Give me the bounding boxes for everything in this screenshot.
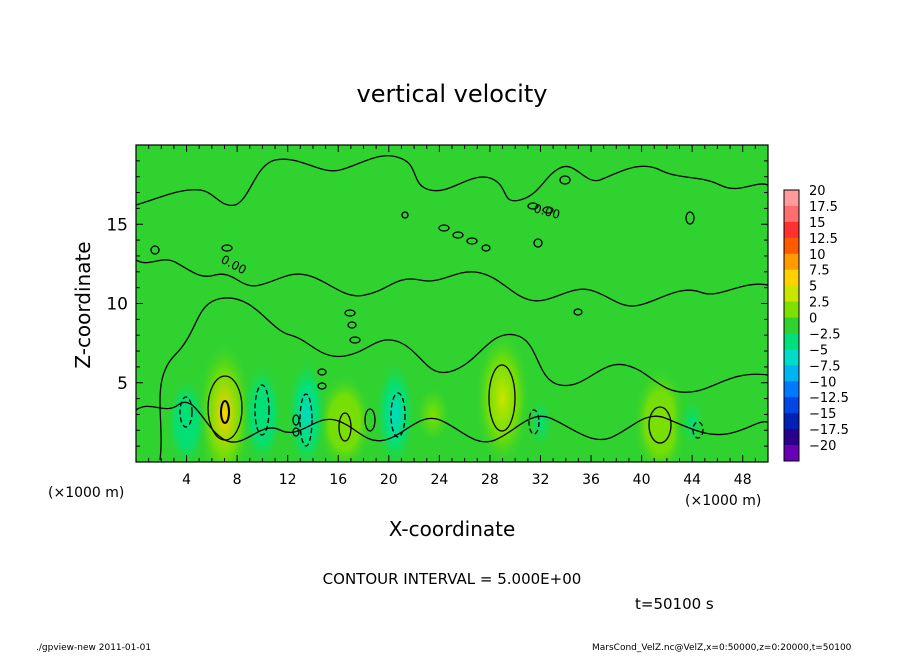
x-tick-label: 24 xyxy=(430,472,448,488)
y-axis-ticks: 5 10 15 xyxy=(106,160,768,447)
contour-small-cells xyxy=(150,175,695,437)
contour-updraft-1-inner xyxy=(220,400,230,424)
contour-interval-label: CONTOUR INTERVAL = 5.000E+00 xyxy=(323,570,582,588)
colorbar-swatch xyxy=(784,397,799,414)
contour-downdraft-6 xyxy=(692,421,704,439)
y-tick-label: 10 xyxy=(106,295,128,315)
updraft-cell xyxy=(474,329,531,462)
contour-lines xyxy=(136,155,768,461)
colorbar-label: 20 xyxy=(809,184,826,199)
colorbar-label: 15 xyxy=(809,216,826,231)
contour-zero-mid xyxy=(136,259,768,307)
contour-zero-upper xyxy=(136,155,768,206)
x-tick-label: 8 xyxy=(233,472,242,488)
colorbar-swatch xyxy=(784,269,799,287)
colorbar-label: 2.5 xyxy=(809,296,830,311)
downdraft-cell xyxy=(374,358,416,462)
contour-downdraft-4 xyxy=(390,392,406,438)
y-tick-label: 15 xyxy=(106,215,128,235)
downdraft-cell xyxy=(242,361,283,462)
colorbar-label: −12.5 xyxy=(809,391,849,406)
colorbar-swatch xyxy=(784,221,799,239)
x-unit-right: (×1000 m) xyxy=(685,493,761,509)
colorbar-swatch xyxy=(784,253,799,271)
x-axis-ticks: 4 8 12 16 20 24 28 32 36 40 44 48 xyxy=(148,145,756,488)
colorbar-swatch xyxy=(784,413,799,430)
y-axis-label: Z-coordinate xyxy=(71,241,95,368)
colorbar-label: −17.5 xyxy=(809,423,849,438)
downdraft-cell xyxy=(166,376,207,462)
x-axis-label: X-coordinate xyxy=(389,517,516,541)
x-tick-label: 32 xyxy=(532,472,550,488)
colorbar-label: 0 xyxy=(809,312,817,327)
contour-updraft-3 xyxy=(648,406,672,444)
colorbar-swatch xyxy=(784,333,799,350)
colorbar-swatch xyxy=(784,205,799,223)
colorbar-swatch xyxy=(784,317,799,334)
colorbar-label: 7.5 xyxy=(809,264,830,279)
colorbar-swatch xyxy=(784,445,799,462)
velocity-cells xyxy=(166,329,713,462)
contour-downdraft-2 xyxy=(254,384,270,436)
contour-updraft-4 xyxy=(338,412,352,442)
x-tick-label: 4 xyxy=(182,472,191,488)
colorbar-label: −7.5 xyxy=(809,359,841,374)
y-tick-label: 5 xyxy=(117,374,128,394)
downdraft-cell xyxy=(671,382,713,462)
colorbar-label: 12.5 xyxy=(809,232,838,247)
colorbar-label: −2.5 xyxy=(809,327,841,342)
x-tick-label: 28 xyxy=(481,472,499,488)
contour-updraft-1-outer xyxy=(207,375,243,441)
x-tick-label: 36 xyxy=(582,472,600,488)
contour-downdraft-3 xyxy=(299,393,313,447)
colorbar-label: −10 xyxy=(809,375,836,390)
colorbar-label: −15 xyxy=(809,407,836,422)
contour-downdraft-5 xyxy=(528,409,540,435)
footer-right: MarsCond_VelZ.nc@VelZ,x=0:50000,z=0:2000… xyxy=(592,643,852,653)
colorbar-label: 5 xyxy=(809,280,817,295)
colorbar-label: −5 xyxy=(809,343,828,358)
colorbar-label: −20 xyxy=(809,439,836,454)
contour-updraft-2 xyxy=(488,364,516,432)
contour-downdraft-1 xyxy=(179,396,193,428)
colorbar-frame xyxy=(783,189,800,462)
colorbar-label: 10 xyxy=(809,248,826,263)
colorbar-swatch xyxy=(784,190,799,207)
contour-zero-label-2: 0.00 xyxy=(532,201,561,221)
colorbar-swatch xyxy=(784,349,799,366)
colorbar-label: 17.5 xyxy=(809,200,838,215)
updraft-cell xyxy=(405,368,461,461)
x-tick-label: 20 xyxy=(380,472,398,488)
colorbar: 2017.51512.5107.552.50−2.5−5−7.5−10−12.5… xyxy=(783,184,849,462)
colorbar-swatch xyxy=(784,429,799,446)
x-tick-label: 48 xyxy=(734,472,752,488)
colorbar-swatch xyxy=(784,301,799,319)
colorbar-swatch xyxy=(784,365,799,382)
contour-updraft-5 xyxy=(364,408,376,432)
colorbar-swatch xyxy=(784,285,799,303)
plot-area: 0.00 0.00 xyxy=(136,145,768,462)
footer-left: ./gpview-new 2011-01-01 xyxy=(36,643,152,653)
x-tick-label: 12 xyxy=(279,472,297,488)
contour-zero-low xyxy=(159,297,768,461)
updraft-cell xyxy=(316,373,373,462)
downdraft-cell xyxy=(286,355,327,462)
chart-title: vertical velocity xyxy=(357,80,548,108)
x-tick-label: 16 xyxy=(329,472,347,488)
x-tick-label: 40 xyxy=(633,472,651,488)
colorbar-swatch xyxy=(784,381,799,398)
x-tick-label: 44 xyxy=(683,472,701,488)
downdraft-cell xyxy=(520,379,561,462)
x-unit-left: (×1000 m) xyxy=(48,485,124,501)
time-label: t=50100 s xyxy=(635,595,714,613)
colorbar-swatch xyxy=(784,237,799,255)
